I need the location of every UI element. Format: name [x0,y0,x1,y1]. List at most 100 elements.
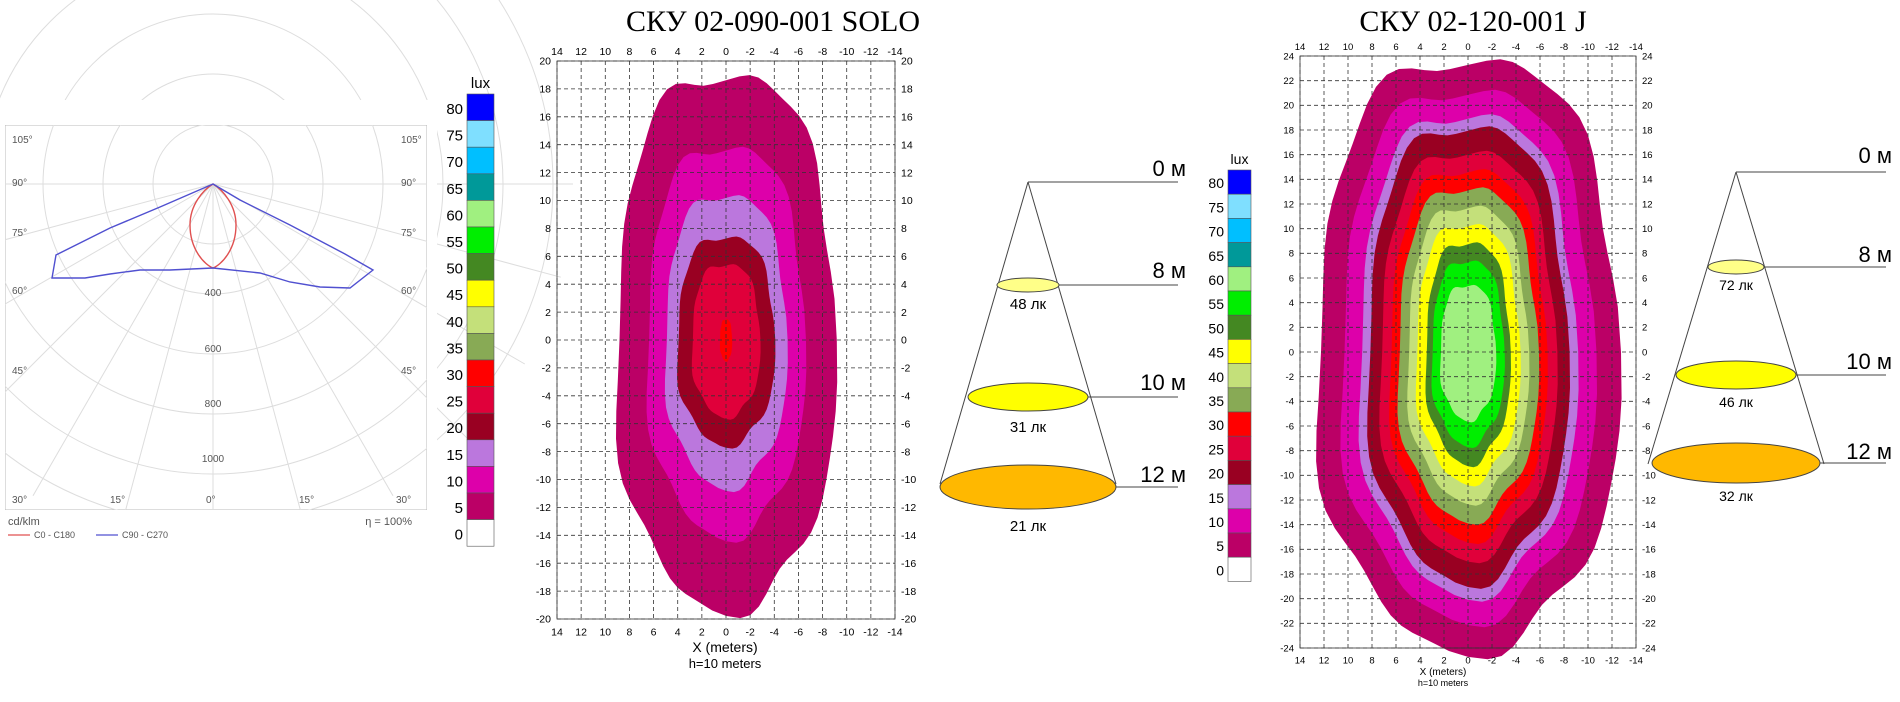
y-tick-label-right: 22 [1642,76,1653,87]
y-tick-label-right: -8 [901,446,910,458]
y-tick-label-right: -14 [1642,520,1656,531]
x-tick-label-top: -4 [1512,42,1520,53]
y-tick-label-left: -4 [542,390,551,402]
x-tick-label-top: 12 [575,46,587,58]
x-tick-label-top: 14 [1295,42,1306,53]
angle-label-105-left: 105° [12,135,33,146]
y-tick-label-left: 10 [1283,224,1294,235]
scale-swatch-0 [1227,556,1252,582]
y-tick-label-left: 4 [1289,298,1294,309]
scale-swatch-20 [466,412,495,441]
y-tick-label-right: 10 [901,195,913,207]
y-tick-label-left: -18 [1280,569,1294,580]
y-tick-label-left: -2 [542,363,551,375]
plot-frame [1299,55,1637,649]
radial-label-1000: 1000 [202,454,225,465]
y-tick-label-right: 14 [1642,175,1653,186]
x-tick-label-bottom: 4 [675,627,681,639]
isolux-contour-30 [719,319,733,362]
scale-swatch-10 [1227,508,1252,534]
polar-spoke [119,183,214,532]
y-tick-label-left: -16 [1280,545,1294,556]
scale-label-70: 70 [1208,224,1224,240]
y-tick-label-left: -8 [542,446,551,458]
polar-spoke [212,183,468,439]
y-tick-label-left: -10 [536,474,551,486]
cone1-value-8m: 48 лк [1010,296,1047,313]
y-tick-label-left: 22 [1283,76,1294,87]
scale-label-10: 10 [446,473,463,490]
x-tick-label-bottom: -2 [1488,656,1496,667]
y-tick-label-left: -20 [536,614,551,626]
scale-label-40: 40 [1208,369,1224,385]
scale-label-50: 50 [1208,320,1224,336]
y-tick-label-left: 6 [1289,273,1294,284]
x-tick-label-top: 0 [723,46,729,58]
x-tick-label-bottom: -2 [745,627,754,639]
scale-swatch-60 [466,200,495,228]
scale-swatch-60 [1227,266,1252,292]
y-tick-label-left: 16 [539,111,551,123]
polar-mask-right [427,100,437,540]
y-tick-label-left: 12 [1283,199,1294,210]
scale-label-45: 45 [446,287,463,304]
scale-swatch-55 [1227,290,1252,316]
scale-swatch-40 [1227,363,1252,389]
y-tick-label-right: 24 [1642,51,1653,62]
angle-label-30-right: 30° [396,495,411,506]
scale-label-60: 60 [1208,272,1224,288]
y-tick-label-left: 18 [539,84,551,96]
polar-mask-top [0,100,440,125]
y-tick-label-right: 14 [901,139,913,151]
x-tick-label-top: -10 [1581,42,1595,53]
x-tick-label-top: -12 [1605,42,1619,53]
x-tick-label-bottom: -10 [1581,656,1595,667]
scale-label-0: 0 [1216,562,1224,578]
scale-label-15: 15 [446,447,463,464]
radial-label-800: 800 [205,399,222,410]
y-tick-label-right: 0 [1642,347,1647,358]
y-tick-label-right: 18 [901,84,913,96]
x-tick-label-bottom: 6 [651,627,657,639]
scale-label-20: 20 [446,420,463,437]
scale-label-75: 75 [446,128,463,145]
y-tick-label-left: -10 [1280,471,1294,482]
y-tick-label-right: -4 [1642,397,1650,408]
scale-swatch-80 [466,93,495,121]
y-tick-label-left: -14 [536,530,551,542]
x-tick-label-top: 8 [1369,42,1374,53]
y-tick-label-right: 20 [901,56,913,68]
scale-label-55: 55 [1208,296,1224,312]
scale-label-25: 25 [446,394,463,411]
x-tick-label-top: 0 [1465,42,1470,53]
y-tick-label-left: 6 [545,251,551,263]
scale-swatch-40 [466,306,495,334]
x-tick-label-top: -14 [1629,42,1643,53]
cone2-height-0: 0 м [1859,143,1892,168]
y-tick-label-left: 0 [545,335,551,347]
cone1-value-10m: 31 лк [1010,419,1047,436]
scale-swatch-75 [1227,193,1252,219]
x-tick-label-bottom: -12 [863,627,878,639]
scale-label-50: 50 [446,261,463,278]
legend-label-c0: C0 - C180 [34,530,75,540]
chart1-title: СКУ 02-090-001 SOLO [626,5,920,38]
chart1-x-axis-label: X (meters) [692,639,757,655]
y-tick-label-left: 8 [1289,249,1294,260]
y-tick-label-right: -10 [1642,471,1656,482]
y-tick-label-left: 2 [545,307,551,319]
scale-label-35: 35 [1208,393,1224,409]
scale-swatch-5 [1227,532,1252,558]
y-tick-label-left: 2 [1289,323,1294,334]
y-tick-label-left: -20 [1280,594,1294,605]
scale-swatch-55 [466,226,495,254]
cone2-value-10m: 46 лк [1719,394,1754,410]
y-tick-label-right: 8 [901,223,907,235]
polar-efficiency-label: η = 100% [365,516,412,528]
scale-swatch-30 [466,359,495,387]
scale-label-55: 55 [446,234,463,251]
y-tick-label-left: -12 [536,502,551,514]
y-tick-label-left: 8 [545,223,551,235]
y-tick-label-left: 4 [545,279,551,291]
